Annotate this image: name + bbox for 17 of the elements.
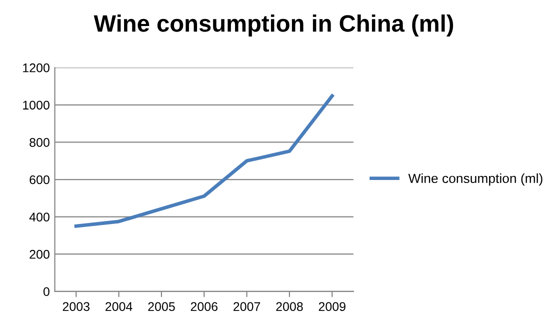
y-tick-label: 1000 [23, 100, 50, 110]
x-tick-label: 2004 [106, 302, 132, 312]
y-tick-label: 0 [43, 287, 50, 296]
y-tick-label: 1200 [23, 63, 50, 72]
line-series [74, 94, 334, 228]
x-tick-label: 2005 [148, 302, 175, 312]
y-tick-label: 600 [30, 175, 50, 184]
y-tick-label: 800 [30, 138, 50, 147]
y-tick-label: 200 [30, 250, 50, 259]
chart-title: Wine consumption in China (ml) [94, 14, 454, 36]
y-tick-label: 400 [29, 212, 50, 222]
legend-label: Wine consumption (ml) [408, 173, 542, 186]
x-tick-label: 2007 [234, 302, 260, 312]
x-tick-label: 2003 [62, 302, 90, 312]
x-tick-label: 2009 [318, 302, 346, 312]
x-tick-label: 2006 [190, 302, 218, 312]
x-tick-label: 2008 [276, 302, 303, 312]
